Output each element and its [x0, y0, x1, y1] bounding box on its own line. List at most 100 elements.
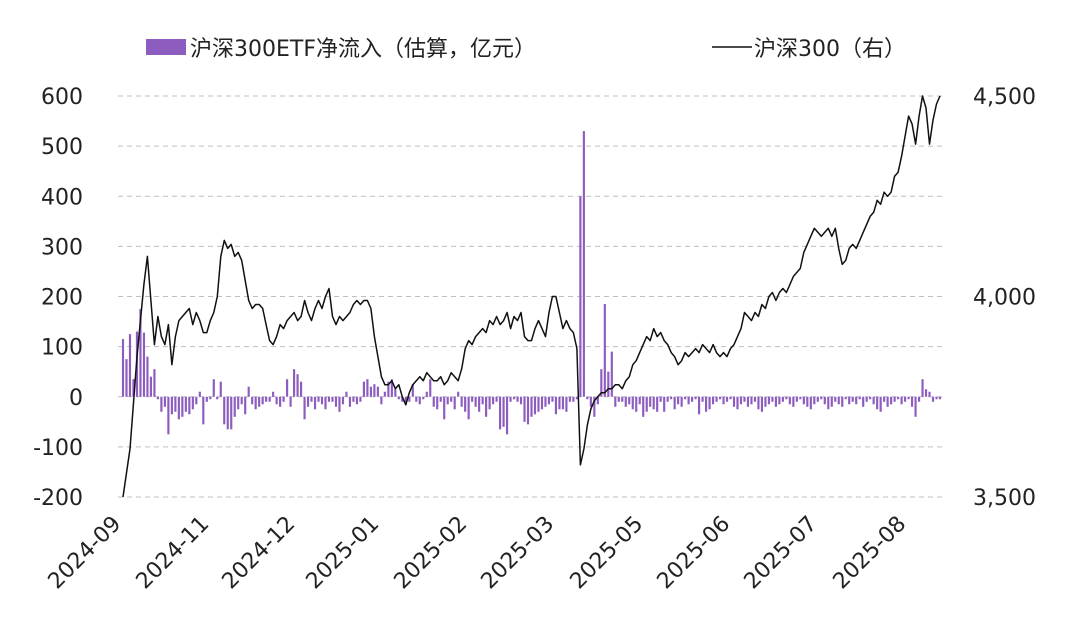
flow-bar — [292, 369, 296, 397]
flow-bar — [544, 396, 547, 407]
flow-bar — [425, 391, 428, 397]
flow-bar — [471, 396, 474, 402]
left-tick-label: 100 — [41, 336, 83, 361]
flow-bar — [219, 381, 222, 397]
flow-bar — [865, 396, 868, 402]
flow-bar — [649, 396, 652, 407]
flow-bar — [184, 396, 187, 412]
flow-bar — [303, 396, 306, 420]
flow-bar — [258, 396, 261, 407]
flow-bar — [362, 381, 365, 397]
flow-bar — [376, 386, 379, 397]
flow-bar — [928, 391, 931, 397]
flow-bar — [837, 396, 840, 405]
flow-bar — [806, 396, 809, 407]
flow-bar — [418, 396, 421, 405]
flow-bar — [924, 389, 928, 397]
flow-bar — [673, 396, 676, 410]
index-line — [122, 95, 941, 498]
flow-bar — [778, 396, 781, 405]
flow-bar — [628, 396, 631, 405]
x-tick-label: 2025-07 — [740, 512, 823, 595]
flow-bar — [575, 396, 578, 400]
flow-bar — [795, 396, 798, 402]
right-tick-label: 3,500 — [973, 486, 1036, 511]
flow-bar — [345, 391, 348, 397]
flow-bar — [736, 396, 739, 410]
flow-bar — [327, 396, 331, 402]
flow-bar — [240, 396, 243, 405]
flow-bar — [809, 396, 812, 410]
flow-bar — [324, 396, 327, 410]
flow-bar — [935, 396, 938, 400]
flow-bar — [289, 396, 292, 407]
left-axis-ticks: 600 500 400 300 200 100 0 -100 -200 — [33, 85, 83, 511]
flow-bar — [432, 396, 435, 407]
flow-bar — [547, 396, 551, 405]
flow-bar — [600, 369, 603, 397]
flow-bar — [684, 396, 687, 400]
flow-bar — [519, 396, 523, 405]
flow-bar — [320, 396, 324, 405]
flow-bar — [467, 396, 470, 420]
flow-bar — [701, 396, 704, 402]
flow-bar — [247, 386, 250, 397]
flow-bar — [313, 396, 317, 410]
flow-bar — [237, 396, 240, 410]
flow-bar — [233, 396, 236, 417]
flow-bar — [195, 396, 198, 405]
flow-bar — [834, 396, 837, 402]
flow-bar — [844, 396, 847, 400]
flow-bar — [128, 334, 132, 397]
left-tick-label: -100 — [33, 436, 83, 461]
flow-bar — [132, 379, 135, 397]
flow-bar — [212, 379, 215, 397]
left-tick-label: 400 — [41, 185, 83, 210]
flow-bar — [816, 396, 819, 402]
flow-bar — [739, 396, 743, 405]
flow-bar — [680, 396, 683, 407]
flow-bar — [869, 396, 872, 400]
flow-bar — [931, 396, 935, 402]
flow-bar — [663, 396, 666, 412]
flow-bar — [729, 396, 732, 400]
flow-bar — [397, 396, 400, 400]
flow-bar — [823, 396, 826, 405]
flow-bar — [523, 396, 526, 422]
flow-bar — [596, 396, 599, 405]
x-tick-label: 2024-09 — [44, 512, 127, 595]
flow-bar — [331, 396, 334, 402]
flow-bar — [670, 396, 673, 400]
flow-bar — [223, 396, 226, 425]
flow-bar — [526, 396, 530, 425]
flow-bar — [439, 396, 442, 402]
flow-bar — [883, 396, 886, 402]
flow-bar — [788, 396, 791, 405]
legend-bar-label: 沪深300ETF净流入（估算，亿元） — [190, 37, 536, 62]
flow-bar — [275, 396, 278, 405]
flow-bar — [921, 379, 924, 397]
flow-bar — [177, 396, 180, 420]
flow-bar — [750, 396, 753, 405]
flow-bar — [348, 396, 352, 407]
flow-bar — [492, 396, 495, 405]
flow-bar — [698, 396, 701, 415]
flow-bar — [369, 386, 372, 397]
flow-bar — [460, 396, 463, 407]
flow-bar — [760, 396, 764, 412]
flow-bar — [429, 379, 432, 397]
flow-bar — [306, 396, 310, 407]
x-tick-label: 2024-11 — [132, 512, 215, 595]
flow-bar — [862, 396, 865, 407]
flow-bar — [268, 396, 271, 402]
flow-bar — [174, 396, 177, 412]
flow-bar — [394, 389, 397, 397]
flow-bar — [897, 396, 900, 400]
flow-bar — [254, 396, 257, 410]
flow-bar — [446, 396, 449, 405]
flow-bar — [659, 396, 662, 402]
flow-bar — [299, 381, 303, 397]
flow-bar — [841, 396, 844, 407]
flow-bar — [568, 396, 571, 402]
